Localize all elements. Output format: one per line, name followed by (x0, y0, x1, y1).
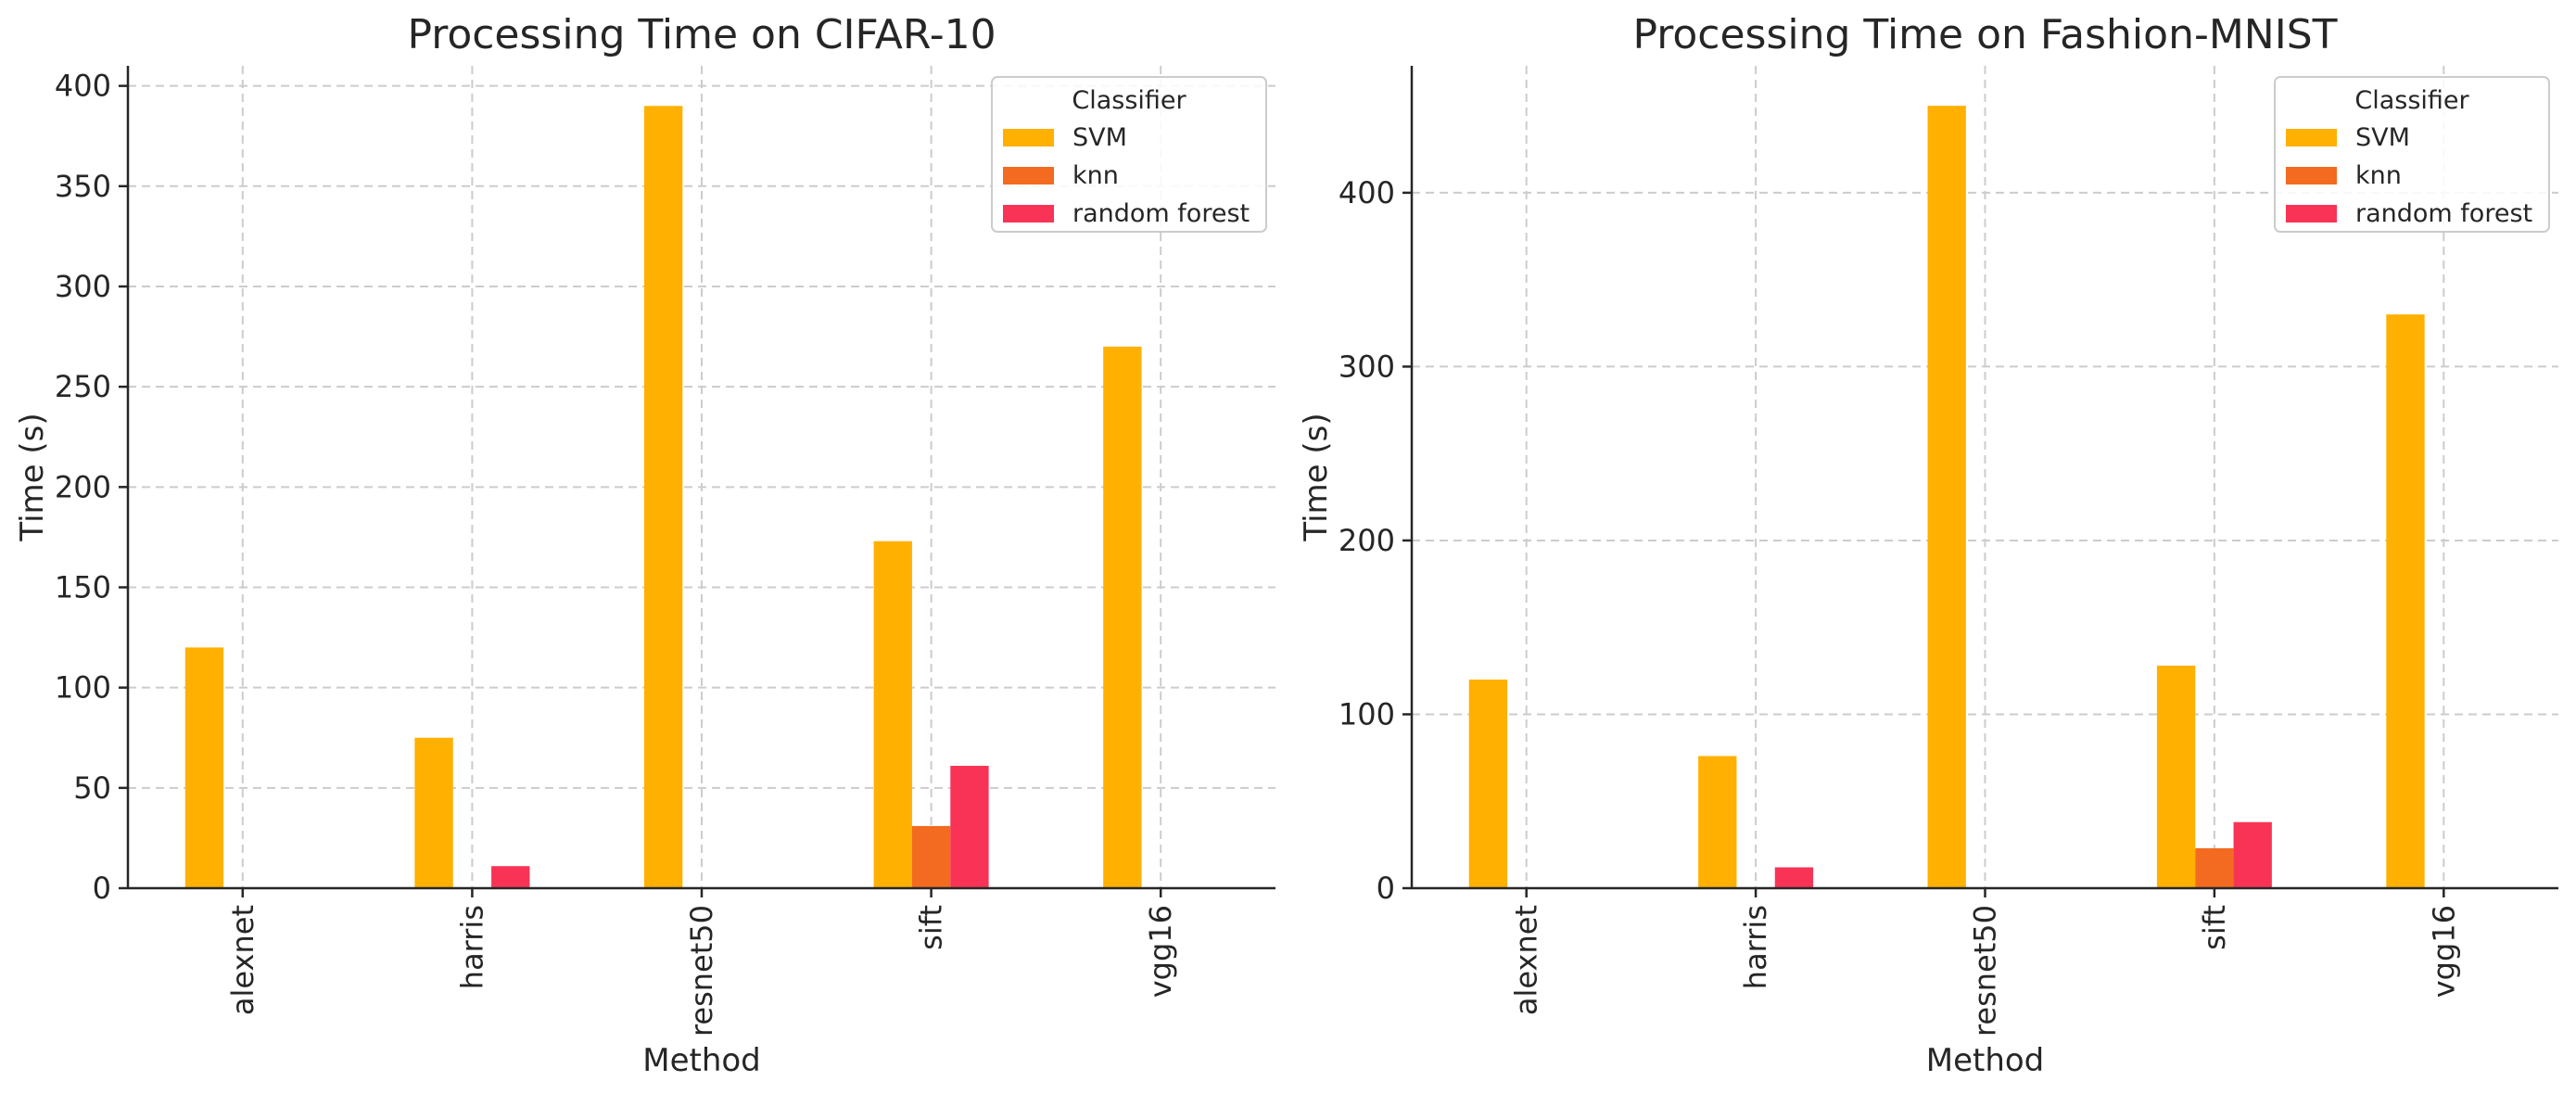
y-axis-label: Time (s) (1298, 413, 1335, 541)
bar-SVM-harris (414, 737, 453, 888)
y-tick-label: 100 (1339, 696, 1395, 731)
legend-swatch-knn (1003, 167, 1054, 184)
y-tick-label: 200 (1339, 523, 1395, 558)
legend-swatch-random-forest (1003, 205, 1054, 223)
legend-label-random-forest: random forest (1072, 199, 1250, 228)
bar-random-forest-sift (2233, 821, 2272, 888)
x-tick-label: vgg16 (2426, 905, 2461, 998)
bar-SVM-sift (873, 541, 912, 888)
legend-label-knn: knn (1072, 161, 1119, 190)
chart-title: Processing Time on Fashion-MNIST (1632, 11, 2337, 58)
y-tick-label: 250 (55, 369, 111, 404)
chart-panel-1: 0 50 100 150 200 250 300 350 400 alexnet harris res… (14, 11, 1275, 1079)
legend-swatch-SVM (1003, 129, 1054, 146)
bar-SVM-alexnet (1468, 679, 1508, 888)
y-tick-label: 100 (55, 670, 111, 706)
bar-SVM-resnet50 (1927, 106, 1966, 888)
bar-SVM-vgg16 (1103, 346, 1142, 888)
x-tick-label: harris (454, 905, 489, 989)
bar-SVM-alexnet (184, 647, 224, 888)
y-tick-label: 350 (55, 169, 111, 204)
legend-box (991, 76, 1267, 233)
y-tick-label: 0 (1377, 871, 1395, 906)
bar-SVM-resnet50 (643, 106, 683, 888)
x-tick-label: sift (914, 905, 949, 950)
y-tick-label: 300 (1339, 349, 1395, 384)
y-tick-label: 400 (55, 69, 111, 104)
bar-SVM-harris (1698, 756, 1737, 888)
legend-box (2274, 76, 2550, 233)
legend-title: Classifier (2354, 86, 2469, 115)
x-tick-label: alexnet (1509, 905, 1544, 1015)
legend-label-knn: knn (2355, 161, 2402, 190)
legend: Classifier SVM knn random forest (991, 76, 1267, 233)
y-tick-label: 150 (55, 569, 111, 604)
chart-panel-2: 0 100 200 300 400 alexnet harris resnet50 sift vg… (1298, 11, 2558, 1079)
bar-knn-sift (2195, 847, 2234, 888)
legend-label-SVM: SVM (2355, 123, 2410, 152)
x-tick-label: alexnet (225, 905, 260, 1015)
x-axis-label: Method (1926, 1042, 2045, 1079)
y-tick-label: 0 (93, 871, 111, 906)
x-tick-label: resnet50 (684, 905, 719, 1037)
legend-swatch-knn (2286, 167, 2337, 184)
y-tick-label: 50 (73, 770, 111, 806)
bar-knn-sift (911, 825, 951, 888)
bar-random-forest-sift (950, 766, 989, 888)
legend-swatch-SVM (2286, 129, 2337, 146)
bar-SVM-vgg16 (2386, 314, 2425, 888)
bar-SVM-sift (2156, 665, 2196, 888)
chart-title: Processing Time on CIFAR-10 (407, 11, 996, 58)
y-axis-label: Time (s) (14, 413, 51, 541)
bar-random-forest-harris (1774, 867, 1814, 888)
legend-label-SVM: SVM (1072, 123, 1127, 152)
x-tick-label: resnet50 (1968, 905, 2003, 1037)
y-tick-label: 400 (1339, 175, 1395, 210)
x-tick-label: harris (1738, 905, 1773, 989)
x-axis-label: Method (642, 1042, 761, 1079)
x-tick-label: vgg16 (1143, 905, 1178, 998)
legend: Classifier SVM knn random forest (2274, 76, 2550, 233)
bar-random-forest-harris (491, 866, 530, 888)
legend-label-random-forest: random forest (2355, 199, 2532, 228)
x-tick-label: sift (2197, 905, 2232, 950)
legend-title: Classifier (1072, 86, 1186, 115)
y-tick-label: 200 (55, 469, 111, 504)
y-tick-label: 300 (55, 269, 111, 304)
legend-swatch-random-forest (2286, 205, 2337, 223)
